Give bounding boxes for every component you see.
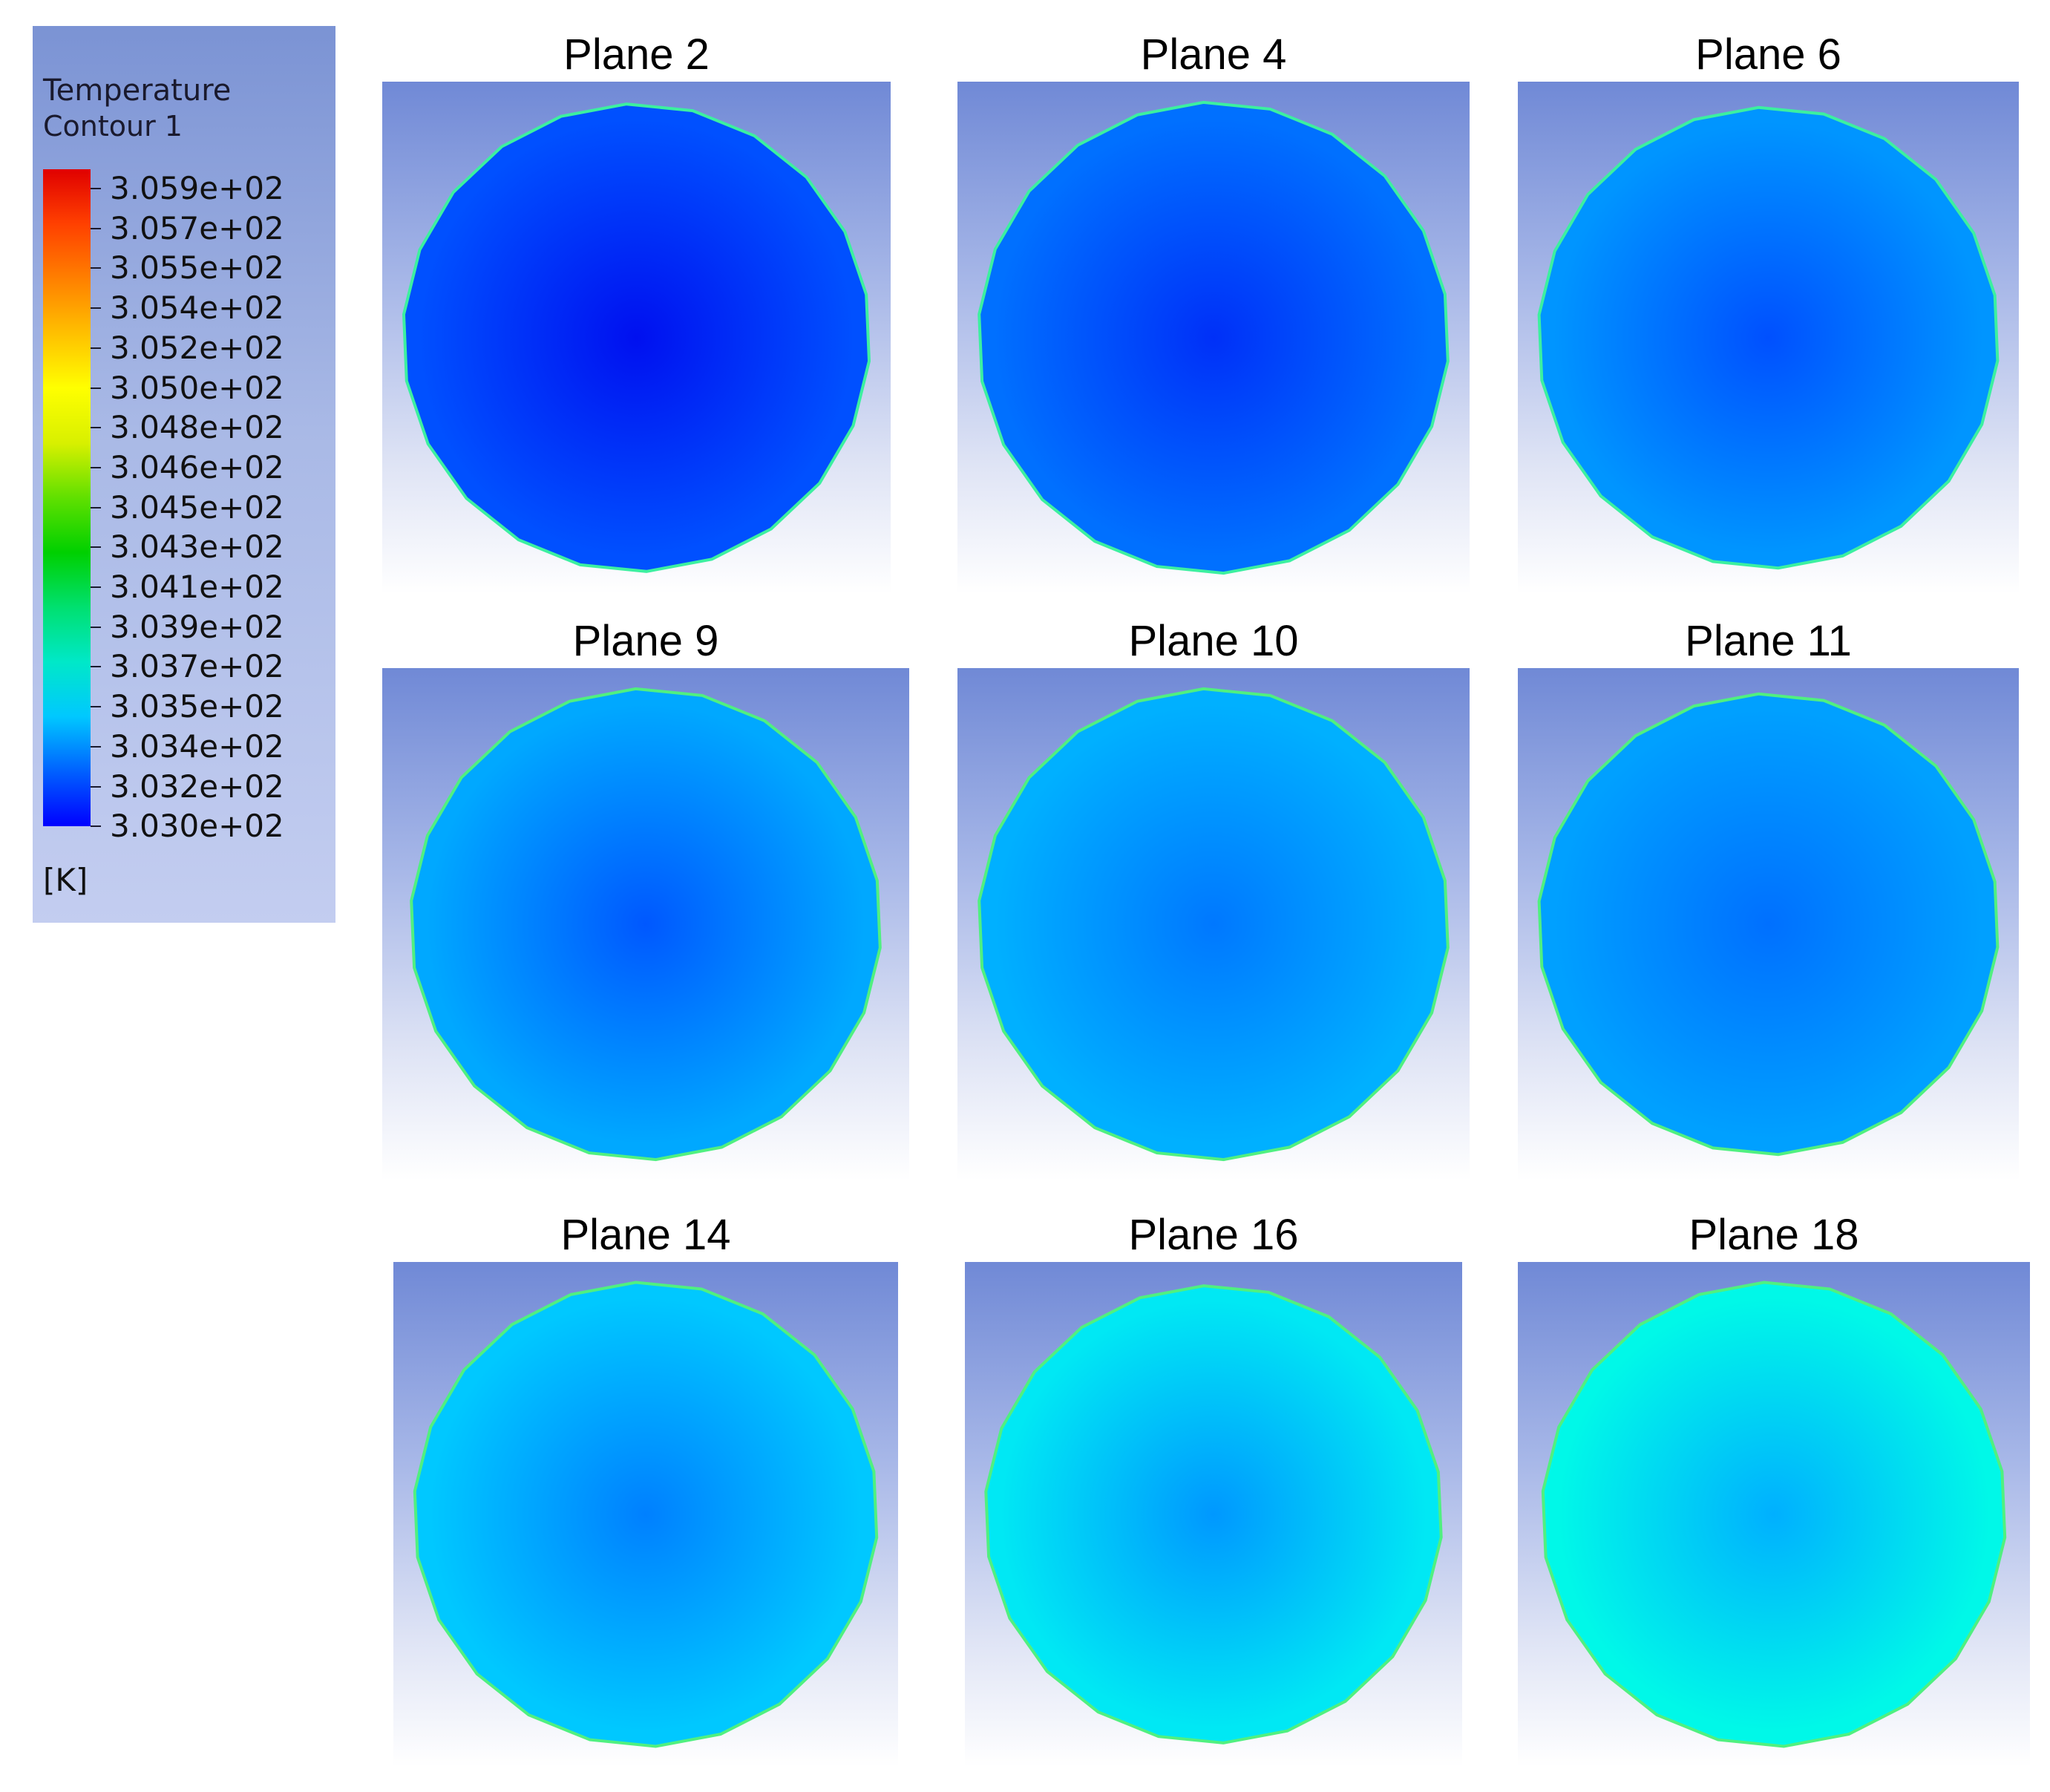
plane-contour-panel [393, 1262, 898, 1767]
plane-title: Plane 9 [572, 617, 719, 665]
legend-label: 3.041e+02 [110, 569, 284, 605]
plane-title: Plane 2 [563, 30, 710, 79]
legend-tick [91, 666, 101, 668]
legend-tick [91, 347, 101, 349]
legend-tick [91, 706, 101, 708]
legend-tick [91, 785, 101, 788]
legend-tick [91, 387, 101, 389]
legend-tick [91, 506, 101, 509]
legend-colorbar [43, 169, 91, 826]
temperature-contour-disk [1541, 1281, 2007, 1748]
contour-disk-svg [1537, 105, 2000, 570]
legend-tick [91, 427, 101, 429]
legend-tick [91, 227, 101, 229]
plane-title: Plane 4 [1140, 30, 1287, 79]
plane-contour-panel [1518, 82, 2019, 594]
plane-contour-panel [382, 82, 891, 594]
temperature-contour-disk [1537, 692, 2000, 1157]
plane-contour-panel [1518, 1262, 2030, 1767]
legend-label: 3.043e+02 [110, 529, 284, 566]
plane-contour-panel [957, 668, 1470, 1180]
legend-label: 3.050e+02 [110, 369, 284, 406]
legend-label: 3.048e+02 [110, 409, 284, 446]
legend-subtitle: Contour 1 [43, 110, 183, 143]
contour-disk-svg [984, 1284, 1443, 1744]
plane-title: Plane 6 [1695, 30, 1841, 79]
plane-title: Plane 16 [1128, 1211, 1299, 1259]
temperature-contour-disk [984, 1284, 1443, 1744]
legend-tick [91, 188, 101, 189]
temperature-contour-disk [977, 687, 1450, 1162]
contour-disk-svg [410, 687, 882, 1162]
legend-label: 3.054e+02 [110, 290, 284, 327]
contour-disk-svg [413, 1281, 879, 1748]
temperature-contour-disk [402, 102, 871, 573]
plane-contour-panel [957, 82, 1470, 594]
legend-label: 3.052e+02 [110, 329, 284, 366]
temperature-contour-disk [413, 1281, 879, 1748]
plane-title: Plane 10 [1128, 617, 1299, 665]
plane-title: Plane 11 [1685, 617, 1852, 665]
legend-unit: [K] [43, 862, 88, 898]
temperature-contour-disk [1537, 105, 2000, 570]
legend-label: 3.039e+02 [110, 608, 284, 645]
legend-tick [91, 307, 101, 310]
contour-disk-svg [1541, 1281, 2007, 1748]
legend-tick [91, 825, 101, 828]
plane-title: Plane 18 [1689, 1211, 1859, 1259]
plane-contour-panel [1518, 668, 2019, 1180]
legend-label: 3.037e+02 [110, 648, 284, 685]
plane-contour-panel [382, 668, 909, 1180]
legend-tick [91, 546, 101, 549]
contour-disk-svg [977, 100, 1450, 575]
plane-contour-panel [965, 1262, 1462, 1767]
plane-title: Plane 14 [560, 1211, 731, 1259]
legend-label: 3.046e+02 [110, 448, 284, 485]
temperature-contour-disk [410, 687, 882, 1162]
contour-disk-svg [1537, 692, 2000, 1157]
legend-label: 3.059e+02 [110, 170, 284, 206]
temperature-contour-disk [977, 100, 1450, 575]
legend-label: 3.034e+02 [110, 727, 284, 765]
legend-label: 3.032e+02 [110, 768, 284, 805]
legend-label: 3.030e+02 [110, 808, 284, 845]
contour-disk-svg [977, 687, 1450, 1162]
legend-label: 3.045e+02 [110, 488, 284, 526]
legend-label: 3.057e+02 [110, 209, 284, 246]
legend-label: 3.055e+02 [110, 249, 284, 287]
legend-title: Temperature [43, 73, 232, 108]
temperature-legend: Temperature Contour 1 3.059e+02 3.057e+02… [33, 26, 335, 923]
legend-tick [91, 466, 101, 468]
legend-tick [91, 745, 101, 748]
legend-tick [91, 626, 101, 628]
legend-label: 3.035e+02 [110, 688, 284, 725]
contour-disk-svg [402, 102, 871, 573]
legend-tick [91, 267, 101, 269]
legend-tick [91, 586, 101, 588]
